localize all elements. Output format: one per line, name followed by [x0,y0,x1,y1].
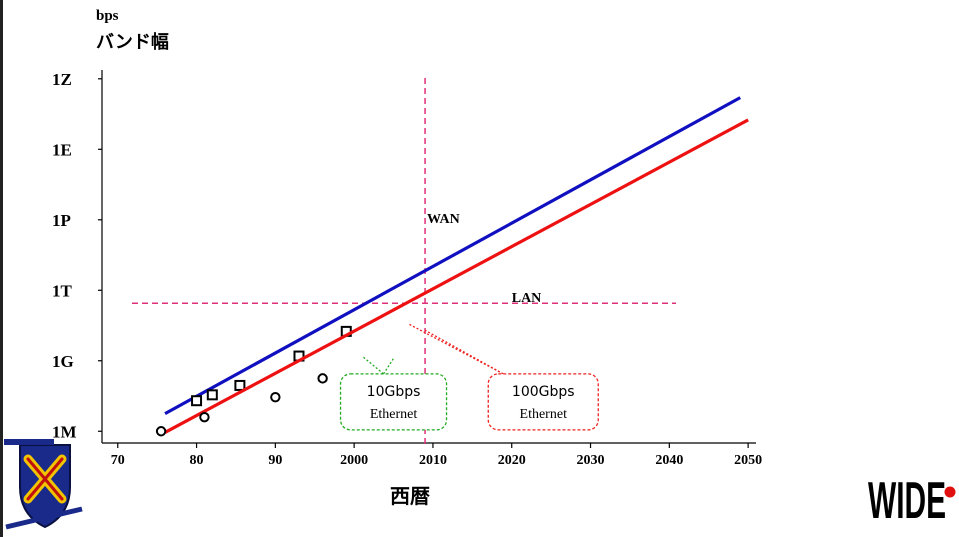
x-tick-label: 70 [111,453,125,468]
x-tick-label: 2040 [655,453,683,468]
callout-text-line1: 100Gbps [512,384,575,400]
callout-box [339,373,448,431]
x-tick-label: 90 [268,453,282,468]
lan-data-point [155,426,167,437]
keio-university-logo [4,439,83,530]
callout-text-line2: Ethernet [520,407,568,422]
y-axis-title: バンド幅 [96,32,169,53]
callout-pointer [424,329,504,375]
callout-pointer [382,358,395,375]
wan-data-point [191,395,203,407]
callout-pointer [361,355,384,375]
wan-trend-line [164,96,742,416]
y-tick-label: 1G [52,352,74,371]
x-tick-label: 2000 [340,453,368,468]
lan-data-point [317,373,328,384]
wide-logo-text: WIDE [868,472,946,522]
y-tick-label: 1E [52,140,72,159]
y-tick-label: 1Z [52,70,72,89]
callout-text-line1: 10Gbps [367,384,421,400]
x-tick-label: 80 [190,453,204,468]
y-tick-label: 1M [52,422,77,441]
lan-data-point [270,391,281,403]
lan-trend-line [164,118,749,434]
y-tick-label: 1P [52,211,71,230]
wide-logo: WIDE [868,472,956,522]
lan-label: LAN [512,291,542,306]
wan-data-point [234,379,246,391]
y-tick-label: 1T [52,281,73,300]
x-tick-label: 2050 [734,453,762,468]
x-axis-title: 西暦 [390,484,430,508]
lan-data-point [199,411,210,423]
x-tick-label: 2030 [577,453,605,468]
x-tick-label: 2020 [498,453,526,468]
callout-pointer [408,323,504,375]
x-tick-label: 2010 [419,453,447,468]
wan-data-point [206,389,218,401]
callout-text-line2: Ethernet [370,407,418,422]
wan-label: WAN [427,212,460,227]
left-border [0,0,3,537]
y-axis-unit: bps [96,8,119,24]
callout-box [487,373,599,431]
